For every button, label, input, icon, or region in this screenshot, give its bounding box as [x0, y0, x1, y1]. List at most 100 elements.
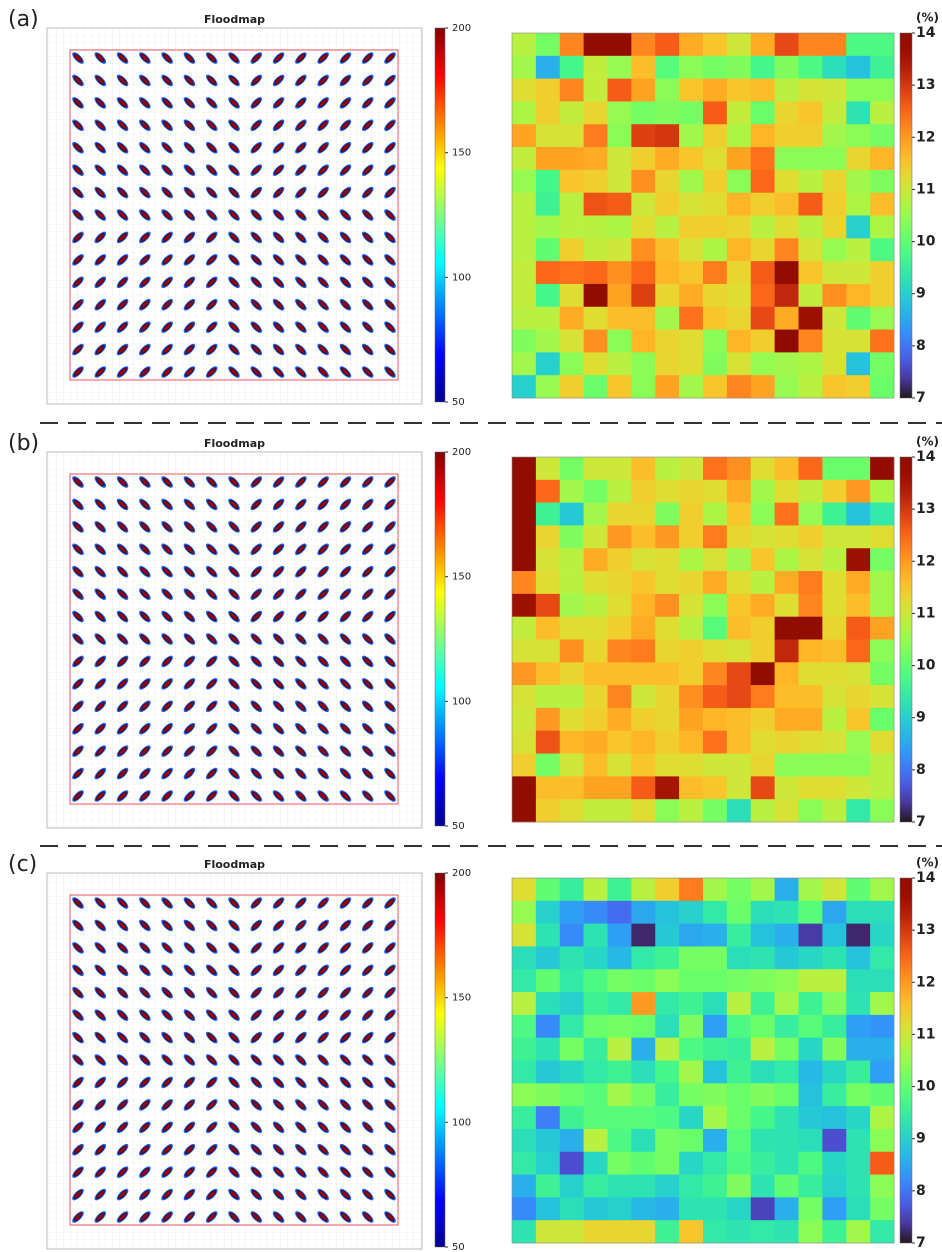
heatmap-cell [512, 56, 536, 79]
floodmap-title: Floodmap [204, 437, 265, 450]
heatmap-cell [727, 1175, 751, 1198]
heatmap-cell [679, 1129, 703, 1152]
heatmap-cell [822, 193, 846, 216]
heatmap-cell [846, 754, 870, 777]
heatmap-cell [727, 216, 751, 239]
colorbar-tick-label: 13 [916, 77, 935, 93]
heatmap-cell [608, 1197, 632, 1220]
heatmap-cell [727, 101, 751, 124]
heatmap-cell [512, 754, 536, 777]
colorbar-tick-label: 12 [916, 974, 935, 990]
heatmap-cell [512, 170, 536, 193]
heatmap-cell [679, 1038, 703, 1061]
heatmap-cell [822, 503, 846, 526]
heatmap-cell [846, 1106, 870, 1129]
heatmap-cell [655, 946, 679, 969]
heatmap-cell [822, 662, 846, 685]
heatmap-cell [703, 571, 727, 594]
heatmap-cell [512, 284, 536, 307]
heatmap-cell [727, 170, 751, 193]
heatmap-cell [751, 901, 775, 924]
colorbar-tick-label: 200 [452, 23, 471, 34]
heatmap-cell [631, 924, 655, 947]
heatmap-cell [536, 79, 560, 102]
heatmap-cell [679, 238, 703, 261]
heatmap-cell [679, 307, 703, 330]
heatmap-cell [631, 969, 655, 992]
heatmap-cell [822, 1038, 846, 1061]
heatmap-cell [655, 284, 679, 307]
heatmap-cell [655, 662, 679, 685]
heatmap-cell [870, 307, 894, 330]
heatmap-cell [608, 307, 632, 330]
heatmap-cell [870, 1015, 894, 1038]
heatmap-cell [846, 1220, 870, 1243]
heatmap-cell [703, 1061, 727, 1084]
colorbar-tick-label: 10 [916, 1079, 936, 1095]
heatmap-cell [846, 969, 870, 992]
colorbar-unit: (%) [916, 11, 939, 25]
heatmap-cell [560, 216, 584, 239]
heatmap-cell [799, 924, 823, 947]
heatmap-cell [751, 480, 775, 503]
heatmap-cell [870, 1175, 894, 1198]
heatmap-cell [512, 525, 536, 548]
heatmap-cell [846, 147, 870, 170]
heatmap-cell [631, 170, 655, 193]
heatmap-cell [846, 124, 870, 147]
heatmap-cell [775, 503, 799, 526]
heatmap-cell [560, 776, 584, 799]
heatmap-cell [584, 617, 608, 640]
heatmap-cell [822, 330, 846, 353]
heatmap-cell [679, 480, 703, 503]
heatmap-cell [679, 375, 703, 398]
heatmap-colorbar [900, 33, 912, 398]
heatmap-cell [584, 503, 608, 526]
heatmap-cell [775, 56, 799, 79]
heatmap-cell [679, 1061, 703, 1084]
heatmap-cell [751, 1152, 775, 1175]
heatmap-cell [822, 878, 846, 901]
heatmap-cell [727, 571, 751, 594]
heatmap-cell [584, 685, 608, 708]
heatmap-cell [775, 1061, 799, 1084]
heatmap-cell [584, 901, 608, 924]
floodmap-spots [70, 50, 397, 379]
heatmap-cell [846, 924, 870, 947]
heatmap-cell [608, 754, 632, 777]
heatmap-cell [584, 1038, 608, 1061]
heatmap-cell [608, 1083, 632, 1106]
heatmap-cell [584, 216, 608, 239]
heatmap-cell [608, 776, 632, 799]
heatmap-cell [512, 617, 536, 640]
heatmap-cell [655, 1220, 679, 1243]
heatmap-cell [799, 375, 823, 398]
heatmap-cell [655, 503, 679, 526]
heatmap-cell [727, 878, 751, 901]
heatmap-cell [727, 1015, 751, 1038]
colorbar-tick-label: 14 [916, 449, 936, 465]
heatmap-cell [584, 330, 608, 353]
colorbar-tick-label: 11 [916, 605, 935, 621]
heatmap-cell [870, 170, 894, 193]
panel-label: (b) [8, 431, 39, 456]
heatmap-cell [560, 375, 584, 398]
heatmap-cell [512, 594, 536, 617]
heatmap-cell [870, 571, 894, 594]
heatmap-cell [822, 731, 846, 754]
heatmap-cell [751, 992, 775, 1015]
heatmap-cell [560, 924, 584, 947]
heatmap-cell [703, 685, 727, 708]
heatmap-cell [631, 261, 655, 284]
heatmap-cell [584, 969, 608, 992]
heatmap-cell [822, 617, 846, 640]
heatmap-cell [727, 375, 751, 398]
heatmap-cell [512, 924, 536, 947]
heatmap-cell [608, 193, 632, 216]
heatmap-cell [775, 330, 799, 353]
heatmap-cell [536, 261, 560, 284]
heatmap-cell [799, 1083, 823, 1106]
heatmap-cell [512, 1220, 536, 1243]
heatmap-cell [560, 1038, 584, 1061]
heatmap-cell [584, 147, 608, 170]
